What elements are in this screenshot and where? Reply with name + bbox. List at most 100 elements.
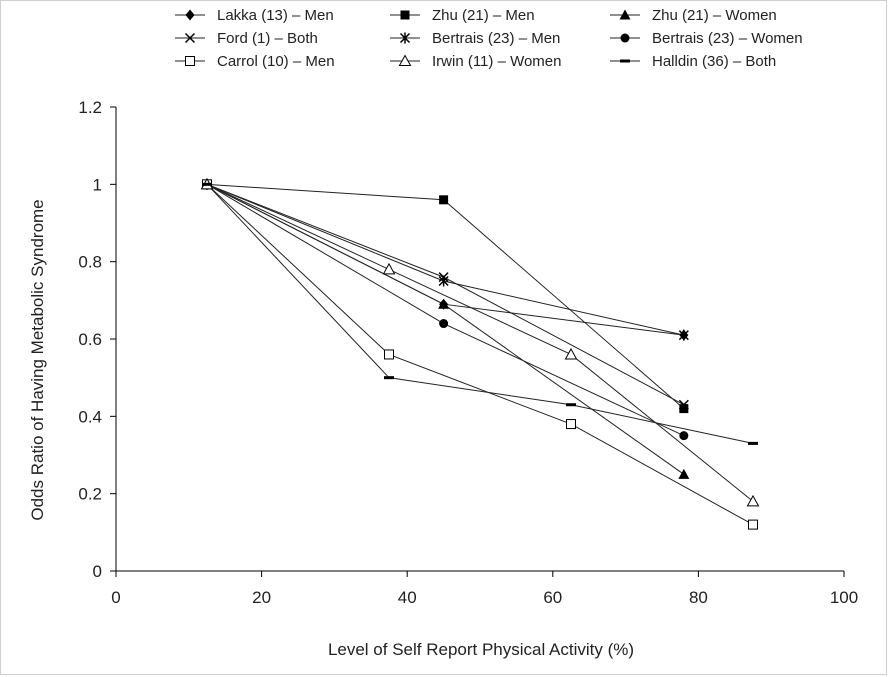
data-point [679,431,689,441]
open-square-marker [748,519,758,530]
series-markers [200,177,760,530]
series-line-7 [206,183,754,502]
series-line-8 [206,183,754,444]
x-marker [678,399,689,410]
legend-marker [184,32,196,44]
data-point [748,519,758,530]
legend-item: Zhu (21) – Women [610,7,777,24]
star-marker [399,32,411,44]
dash-marker [566,403,576,407]
legend-marker [399,32,411,44]
legend-label: Zhu (21) – Women [652,7,777,24]
legend-marker [400,10,410,20]
dash-marker [748,441,758,445]
data-point [439,195,449,205]
x-tick-label: 80 [689,588,708,607]
data-point [438,275,449,287]
legend-label: Lakka (13) – Men [217,7,334,24]
legend-item: Bertrais (23) – Women [610,30,803,47]
legend-item: Carrol (10) – Men [175,53,335,70]
legend-label: Bertrais (23) – Men [432,30,560,47]
data-point [566,419,576,430]
legend-marker [185,9,195,21]
series-line-2 [206,183,685,475]
diamond-marker [185,9,195,21]
dash-marker [384,376,394,380]
x-tick-label: 0 [111,588,120,607]
open-triangle-marker [564,347,578,360]
legend-marker [619,9,631,20]
y-tick-label: 0.2 [78,485,102,504]
open-square-marker [566,419,576,430]
open-square-marker [384,349,394,360]
chart-axes: 0 0.2 0.4 0.6 0.8 1 1.2 0 20 40 60 80 100 [78,98,858,607]
y-tick-label: 0.6 [78,330,102,349]
legend-label: Irwin (11) – Women [432,53,562,70]
legend-marker [620,33,630,43]
y-tick-label: 0.4 [78,407,102,426]
legend-marker [398,54,412,66]
legend-item: Halldin (36) – Both [610,53,776,70]
open-square-marker [185,56,195,66]
data-point [746,494,760,507]
triangle-marker [438,298,450,309]
triangle-marker [678,468,690,479]
legend-marker [620,59,630,63]
chart-legend: Lakka (13) – Men Zhu (21) – Men Zhu (21) –… [175,7,803,70]
circle-marker [620,33,630,43]
circle-marker [679,431,689,441]
data-point [678,329,689,341]
data-point [384,349,394,360]
x-marker [184,32,196,44]
x-tick-label: 100 [830,588,858,607]
y-tick-label: 0 [93,562,102,581]
data-point [678,399,689,410]
legend-label: Bertrais (23) – Women [652,30,803,47]
data-point [679,404,689,414]
y-tick-label: 1.2 [78,98,102,117]
legend-item: Lakka (13) – Men [175,7,334,24]
star-marker [678,329,689,341]
star-marker [438,275,449,287]
data-point [202,182,212,186]
y-axis-title: Odds Ratio of Having Metabolic Syndrome [28,199,47,520]
data-point [748,441,758,445]
x-tick-label: 20 [252,588,271,607]
legend-item: Bertrais (23) – Men [390,30,560,47]
legend-label: Ford (1) – Both [217,30,318,47]
y-tick-label: 1 [93,175,102,194]
series-line-5 [206,183,685,437]
x-tick-label: 40 [398,588,417,607]
data-point [438,298,450,309]
data-point [566,403,576,407]
circle-marker [439,319,449,329]
square-marker [400,10,410,20]
data-point [382,262,396,275]
data-point [439,319,449,329]
series-line-6 [206,183,754,526]
legend-item: Irwin (11) – Women [390,53,562,70]
triangle-marker [619,9,631,20]
legend-marker [185,56,195,66]
y-tick-label: 0.8 [78,253,102,272]
x-tick-label: 60 [543,588,562,607]
x-axis-title: Level of Self Report Physical Activity (… [328,640,634,659]
open-triangle-marker [382,262,396,275]
open-triangle-marker [746,494,760,507]
dash-marker [620,59,630,63]
legend-label: Halldin (36) – Both [652,53,776,70]
legend-label: Zhu (21) – Men [432,7,535,24]
square-marker [439,195,449,205]
series-lines [206,183,754,526]
data-point [678,468,690,479]
data-point [384,376,394,380]
open-triangle-marker [398,54,412,66]
legend-item: Zhu (21) – Men [390,7,535,24]
legend-item: Ford (1) – Both [175,30,318,47]
data-point [564,347,578,360]
dash-marker [202,182,212,186]
legend-label: Carrol (10) – Men [217,53,335,70]
square-marker [679,404,689,414]
